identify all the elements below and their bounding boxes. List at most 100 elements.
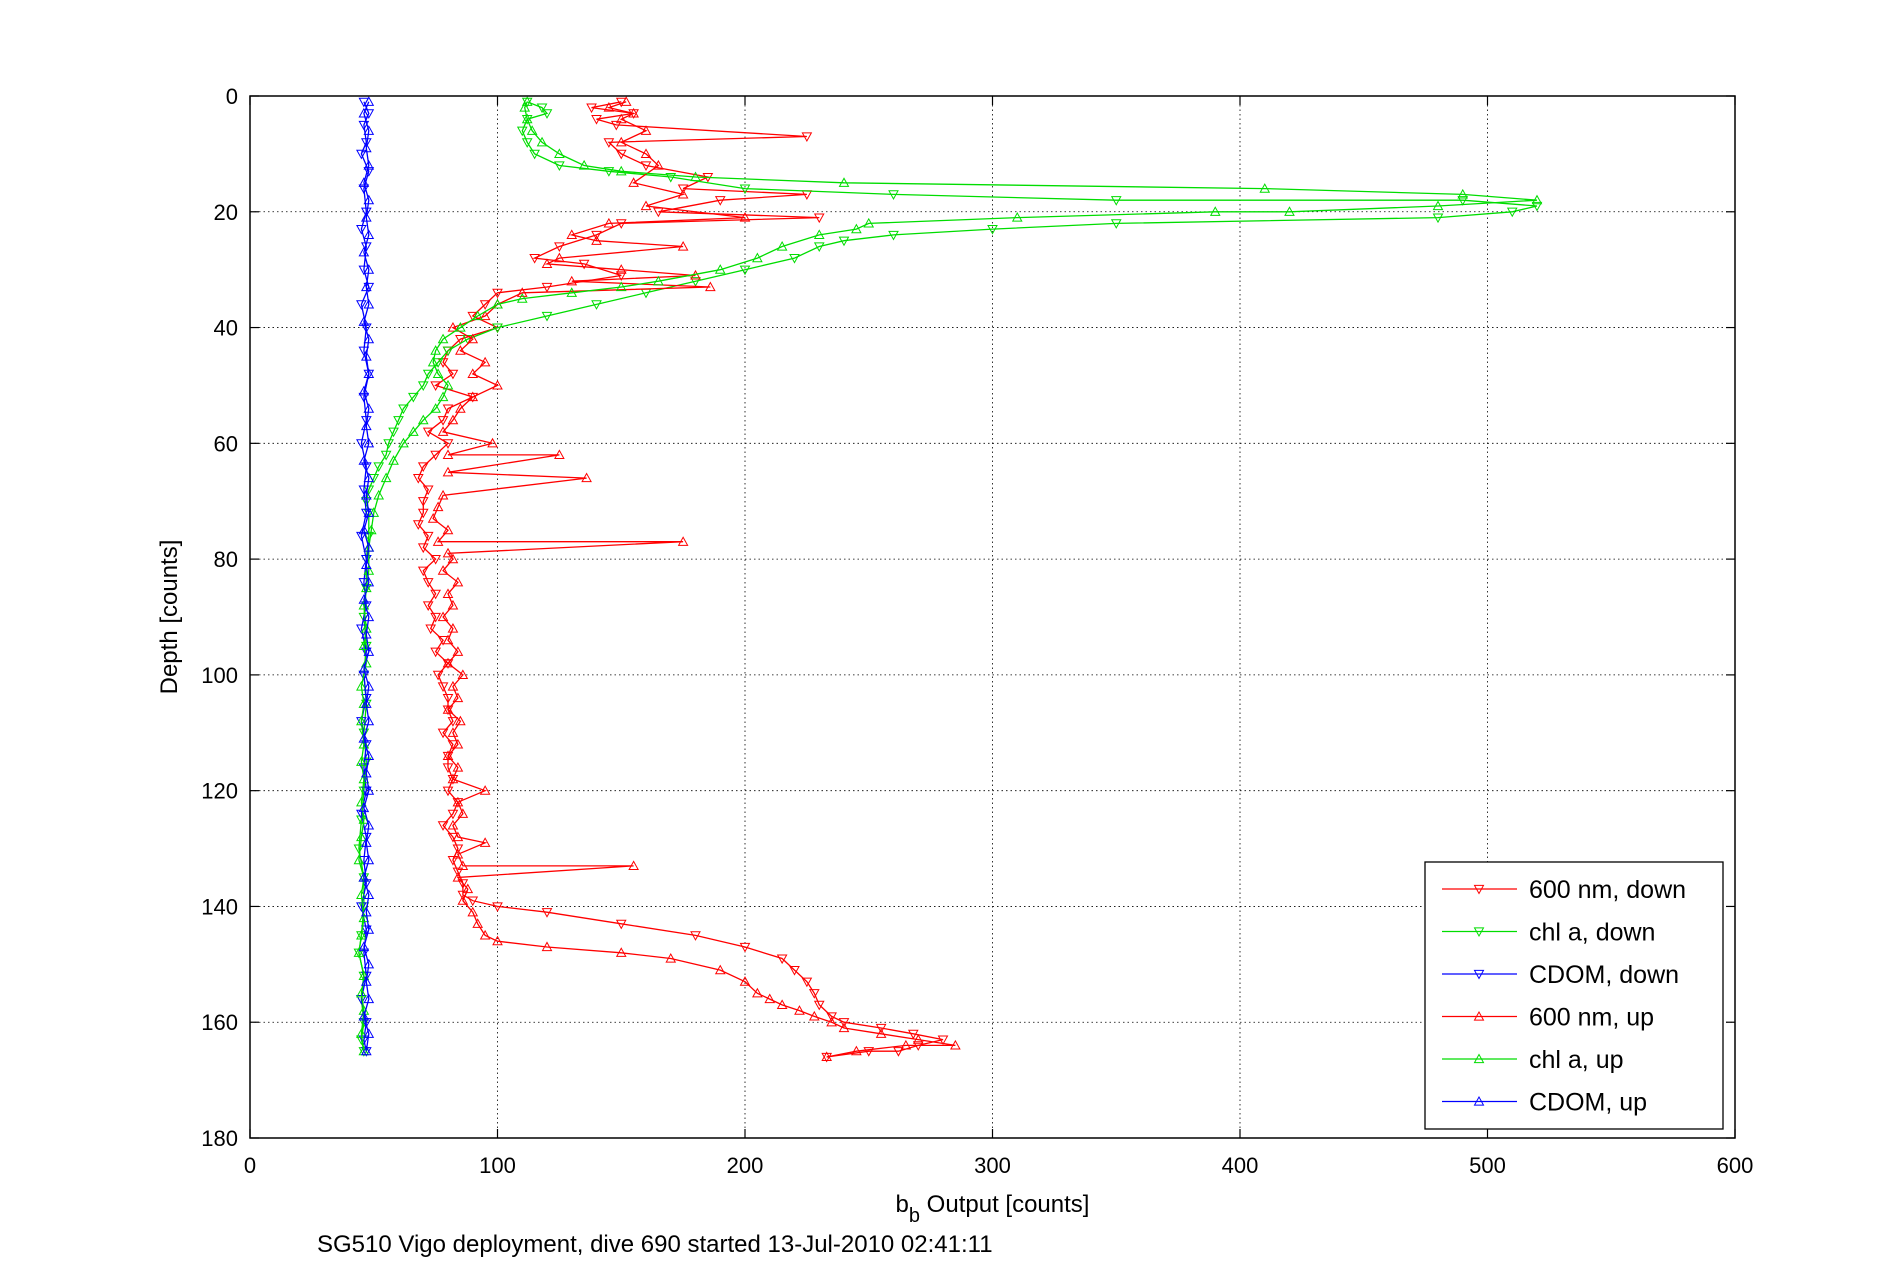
data-point	[437, 426, 449, 436]
data-point	[739, 265, 751, 276]
data-point	[363, 646, 375, 656]
data-point	[430, 381, 441, 391]
data-point	[452, 831, 464, 842]
data-point	[358, 814, 370, 824]
data-point	[363, 680, 375, 691]
data-point	[360, 420, 372, 431]
data-point	[487, 437, 498, 448]
data-point	[690, 277, 701, 287]
data-point	[554, 449, 565, 460]
data-point	[398, 404, 409, 415]
axis-ticks: 0 100 200 300 400 500 600 0 20 40 60 80 100 120 140 160…	[201, 84, 1753, 1178]
data-point	[360, 767, 372, 778]
data-point	[789, 966, 800, 976]
data-point	[640, 148, 652, 158]
data-point	[417, 566, 429, 577]
series-5	[358, 96, 375, 1056]
data-point	[472, 918, 484, 928]
data-point	[373, 462, 385, 473]
data-point	[358, 773, 370, 784]
data-point	[591, 300, 602, 310]
data-point	[363, 229, 375, 240]
data-point	[566, 229, 578, 240]
data-point	[358, 107, 370, 118]
data-point	[628, 177, 639, 187]
data-point	[813, 1000, 825, 1011]
data-point	[358, 594, 370, 604]
data-point	[455, 335, 466, 345]
data-point	[442, 634, 454, 645]
data-point	[615, 271, 627, 281]
data-point	[356, 831, 367, 842]
data-point	[388, 427, 399, 438]
data-point	[541, 311, 553, 322]
data-point	[615, 264, 627, 274]
y-tick-label: 100	[201, 663, 238, 688]
data-point	[492, 379, 503, 390]
data-point	[430, 345, 441, 355]
data-point	[360, 879, 372, 889]
legend-entry-label: 600 nm, down	[1529, 876, 1686, 904]
series-1	[353, 97, 1543, 1057]
data-point	[380, 472, 392, 483]
data-point	[358, 728, 370, 739]
series-line	[432, 101, 956, 1058]
data-point	[826, 1012, 837, 1022]
data-point	[690, 931, 701, 941]
data-point	[714, 264, 726, 274]
legend: 600 nm, down chl a, down CDOM, down 600 nm,…	[1424, 861, 1724, 1130]
data-point	[1457, 196, 1469, 206]
legend-swatch-marker	[1473, 1095, 1485, 1106]
data-point	[529, 253, 540, 264]
data-point	[356, 796, 367, 807]
data-point	[467, 896, 479, 907]
data-point	[363, 507, 375, 517]
data-point	[813, 229, 825, 240]
data-point	[356, 987, 367, 998]
data-point	[363, 993, 375, 1004]
data-point	[363, 889, 375, 899]
data-point	[455, 715, 466, 726]
data-point	[363, 125, 375, 135]
data-point	[363, 854, 375, 865]
data-point	[363, 924, 375, 934]
data-point	[586, 103, 597, 114]
data-point	[365, 524, 377, 535]
legend-entry-label: chl a, up	[1529, 1046, 1624, 1074]
data-point	[422, 578, 434, 588]
data-point	[447, 717, 459, 727]
x-axis-label: bb Output [counts]	[896, 1191, 1090, 1227]
data-point	[363, 403, 375, 413]
data-point	[739, 942, 751, 953]
data-point	[442, 449, 454, 460]
data-point	[442, 657, 454, 668]
data-point	[1531, 201, 1543, 212]
data-point	[417, 414, 429, 425]
data-point	[437, 333, 449, 344]
data-point	[628, 107, 639, 118]
x-tick-label: 400	[1222, 1153, 1259, 1178]
data-point	[739, 976, 751, 986]
data-point	[541, 941, 553, 952]
x-tick-label: 100	[479, 1153, 516, 1178]
data-point	[358, 640, 370, 651]
data-point	[442, 750, 454, 761]
data-point	[363, 750, 375, 761]
data-point	[437, 611, 449, 622]
data-point	[1432, 200, 1444, 211]
data-point	[452, 848, 464, 859]
data-point	[1506, 207, 1518, 218]
data-point	[360, 693, 372, 704]
data-point	[447, 322, 459, 332]
data-point	[422, 601, 434, 611]
data-point	[821, 1051, 833, 1062]
data-point	[452, 867, 464, 878]
data-point	[363, 333, 375, 344]
data-point	[888, 190, 899, 200]
data-point	[452, 796, 464, 807]
data-point	[452, 692, 464, 703]
data-point	[578, 159, 590, 170]
data-point	[467, 391, 479, 402]
legend-entry-label: chl a, down	[1529, 919, 1655, 947]
data-point	[591, 235, 602, 245]
